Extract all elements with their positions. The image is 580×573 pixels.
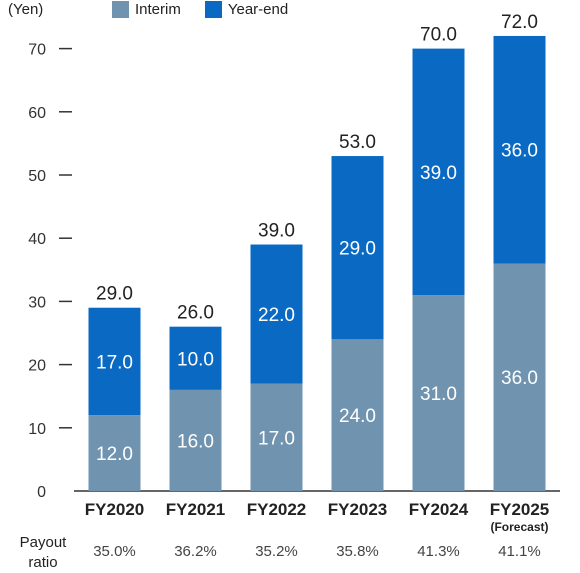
bar-segment-interim xyxy=(169,389,222,491)
legend-item-year-end: Year-end xyxy=(204,1,289,18)
bar-segment-interim xyxy=(250,383,303,491)
legend-swatch-year-end xyxy=(204,1,222,18)
payout-ratio-value: 35.8% xyxy=(336,543,379,560)
payout-ratio-value: 35.0% xyxy=(93,543,136,560)
bar-value-label: 10.0 xyxy=(177,349,214,370)
bar-value-label: 17.0 xyxy=(258,428,295,449)
x-category-label: FY2023 xyxy=(328,500,388,519)
bar-segment-year-end xyxy=(331,156,384,340)
bar-segment-interim xyxy=(412,295,465,491)
bar-value-label: 17.0 xyxy=(96,352,133,373)
payout-ratio-value: 36.2% xyxy=(174,543,217,560)
bar-segment-interim xyxy=(493,263,546,491)
payout-ratio-label: Payout ratio xyxy=(8,533,78,573)
y-tick-label: 50 xyxy=(28,168,46,185)
bar-total-label: 29.0 xyxy=(96,284,133,305)
legend-swatch-interim xyxy=(112,1,129,18)
y-tick-label: 40 xyxy=(28,231,46,248)
bar-value-label: 36.0 xyxy=(501,368,538,389)
bar-segment-interim xyxy=(331,339,384,491)
bar-segment-interim xyxy=(88,415,141,491)
x-category-label: FY2021 xyxy=(166,500,226,519)
bar-value-label: 22.0 xyxy=(258,305,295,326)
bar-value-label: 31.0 xyxy=(420,384,457,405)
bar-total-label: 70.0 xyxy=(420,25,457,46)
x-category-sublabel: (Forecast) xyxy=(490,520,548,534)
legend-label-year-end: Year-end xyxy=(227,1,289,18)
x-category-label: FY2024 xyxy=(409,500,469,519)
y-tick-label: 70 xyxy=(28,42,46,59)
bar-segment-year-end xyxy=(169,326,222,390)
y-axis-unit-label: (Yen) xyxy=(8,1,44,18)
y-tick-label: 30 xyxy=(28,294,46,311)
bar-value-label: 39.0 xyxy=(420,163,457,184)
bar-segment-year-end xyxy=(88,307,141,416)
chart-legend: Interim Year-end xyxy=(112,1,312,18)
bar-value-label: 24.0 xyxy=(339,406,376,427)
payout-ratio-value: 41.1% xyxy=(498,543,541,560)
y-tick-label: 60 xyxy=(28,105,46,122)
bar-total-label: 26.0 xyxy=(177,303,214,324)
payout-ratio-value: 41.3% xyxy=(417,543,460,560)
payout-ratio-label-line2: ratio xyxy=(28,554,58,571)
legend-item-interim: Interim xyxy=(112,1,181,18)
bar-value-label: 16.0 xyxy=(177,431,214,452)
y-tick-label: 10 xyxy=(28,421,46,438)
bar-value-label: 29.0 xyxy=(339,239,376,260)
y-tick-label: 0 xyxy=(37,484,46,501)
bar-total-label: 39.0 xyxy=(258,221,295,242)
x-category-label: FY2025 xyxy=(490,500,550,519)
bar-total-label: 72.0 xyxy=(501,12,538,33)
bar-segment-year-end xyxy=(412,48,465,296)
payout-ratio-label-line1: Payout xyxy=(19,534,67,551)
bar-total-label: 53.0 xyxy=(339,132,376,153)
bar-segment-year-end xyxy=(493,35,546,264)
legend-label-interim: Interim xyxy=(135,1,181,18)
x-category-label: FY2022 xyxy=(247,500,307,519)
bar-value-label: 12.0 xyxy=(96,444,133,465)
y-tick-label: 20 xyxy=(28,358,46,375)
payout-ratio-value: 35.2% xyxy=(255,543,298,560)
x-category-label: FY2020 xyxy=(85,500,145,519)
bar-segment-year-end xyxy=(250,244,303,384)
bar-value-label: 36.0 xyxy=(501,141,538,162)
